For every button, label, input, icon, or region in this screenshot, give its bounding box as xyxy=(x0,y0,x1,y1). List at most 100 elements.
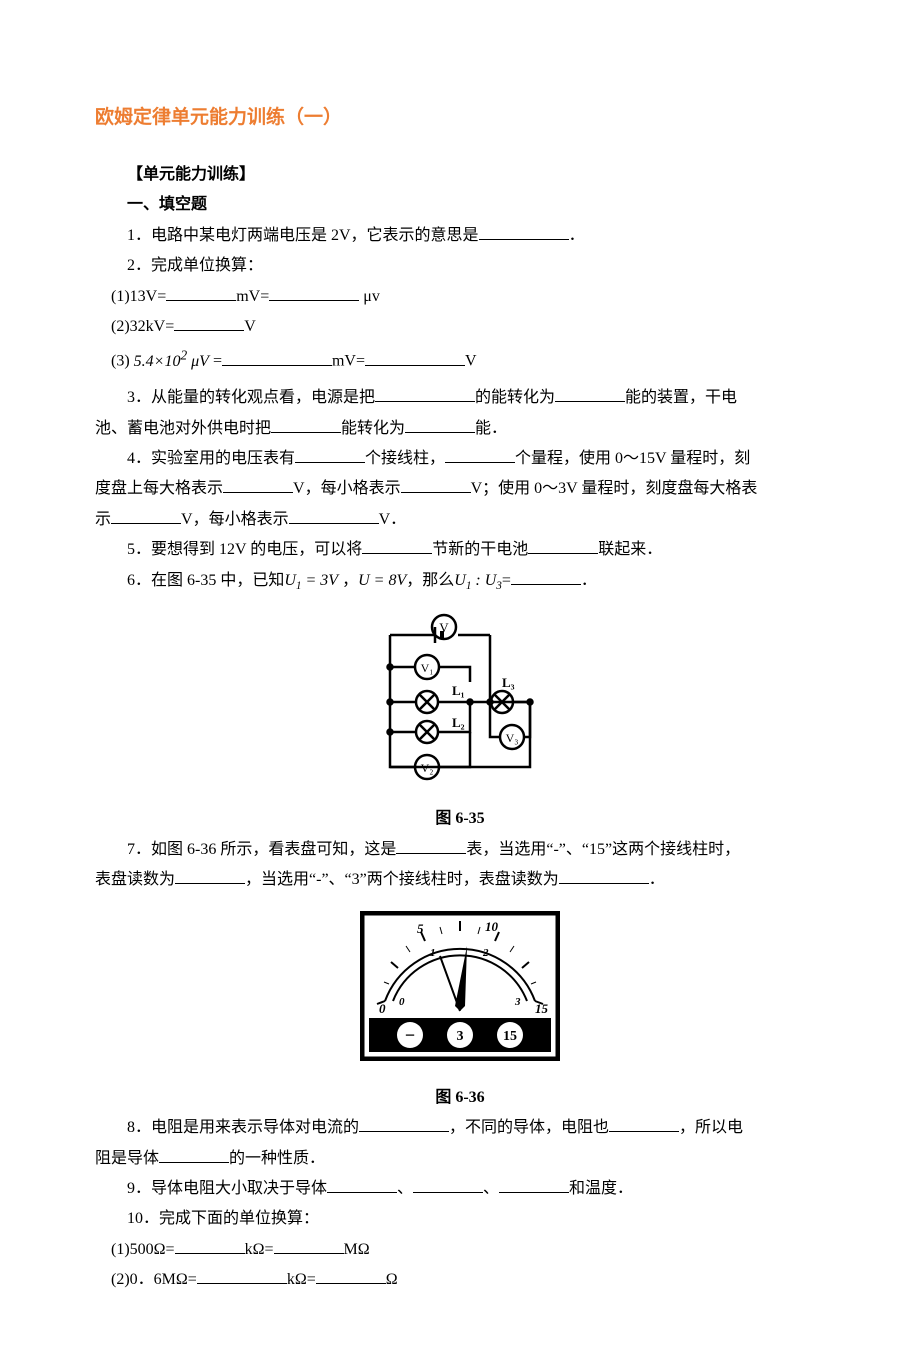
text: ，不同的导体，电阻也 xyxy=(449,1119,609,1136)
svg-text:L₂: L₂ xyxy=(452,715,465,730)
text: μv xyxy=(363,288,380,305)
question-8: 8．电阻是用来表示导体对电流的，不同的导体，电阻也，所以电 xyxy=(127,1113,825,1143)
text: 节新的干电池 xyxy=(432,541,528,558)
text: = 8V xyxy=(370,572,407,589)
blank xyxy=(269,282,359,301)
text: ． xyxy=(649,871,665,888)
text: 能． xyxy=(475,420,507,437)
text: 9．导体电阻大小取决于导体 xyxy=(127,1180,327,1197)
text: 池、蓄电池对外供电时把 xyxy=(95,420,271,437)
blank xyxy=(327,1175,397,1194)
text: kΩ= xyxy=(287,1271,316,1288)
text: (3) xyxy=(111,353,134,370)
text: U xyxy=(284,572,296,589)
text: 个量程，使用 0～15V 量程时，刻 xyxy=(515,450,750,467)
question-10: 10．完成下面的单位换算： xyxy=(127,1204,825,1234)
text: ． xyxy=(581,572,597,589)
text: Ω xyxy=(386,1271,398,1288)
blank xyxy=(166,282,236,301)
text: 5.4×10 xyxy=(134,353,181,370)
text: μV xyxy=(187,353,209,370)
text: 联起来． xyxy=(598,541,662,558)
text: 的一种性质． xyxy=(229,1150,325,1167)
question-4: 4．实验室用的电压表有个接线柱，个量程，使用 0～15V 量程时，刻 xyxy=(127,444,825,474)
q2-part2: (2)32kV=V xyxy=(111,312,825,342)
blank xyxy=(289,505,379,524)
svg-text:0: 0 xyxy=(379,1001,386,1016)
blank xyxy=(365,347,465,366)
blank xyxy=(559,866,649,885)
text: U xyxy=(454,572,466,589)
figure-6-36-caption: 图 6-36 xyxy=(95,1083,825,1113)
question-3: 3．从能量的转化观点看，电源是把的能转化为能的装置，干电 xyxy=(127,383,825,413)
svg-text:0: 0 xyxy=(399,996,405,1008)
text: 6．在图 6-35 中，已知 xyxy=(127,572,284,589)
svg-text:L₃: L₃ xyxy=(502,675,515,690)
text: 、 xyxy=(483,1180,499,1197)
text: 表，当选用“-”、“15”这两个接线柱时， xyxy=(466,841,740,858)
blank xyxy=(511,566,581,585)
blank xyxy=(445,444,515,463)
q10-part2: (2)0．6MΩ=kΩ=Ω xyxy=(111,1265,825,1295)
svg-text:15: 15 xyxy=(535,1001,549,1016)
blank xyxy=(197,1266,287,1285)
var-u1: U1 = 3V xyxy=(284,572,338,589)
text: V． xyxy=(379,511,407,528)
text: : xyxy=(471,572,484,589)
blank xyxy=(274,1235,344,1254)
var-ratio: U1 : U3 xyxy=(454,572,502,589)
blank xyxy=(159,1144,229,1163)
formula: 5.4×102 μV xyxy=(134,353,209,370)
blank xyxy=(271,414,341,433)
question-7-cont: 表盘读数为，当选用“-”、“3”两个接线柱时，表盘读数为． xyxy=(95,865,825,895)
sub-header: 一、填空题 xyxy=(127,190,825,220)
question-9: 9．导体电阻大小取决于导体 、 、 和温度． xyxy=(127,1174,825,1204)
doc-title: 欧姆定律单元能力训练（一） xyxy=(95,100,825,136)
svg-text:V₁: V₁ xyxy=(421,661,434,675)
text: 、 xyxy=(397,1180,413,1197)
text: kΩ= xyxy=(245,1241,274,1258)
text: V；使用 0～3V 量程时，刻度盘每大格表 xyxy=(471,480,758,497)
blank xyxy=(222,347,332,366)
figure-6-35-caption: 图 6-35 xyxy=(95,804,825,834)
blank xyxy=(479,221,569,240)
blank xyxy=(405,414,475,433)
svg-text:15: 15 xyxy=(503,1029,517,1044)
blank xyxy=(528,536,598,555)
q10-part1: (1)500Ω=kΩ=MΩ xyxy=(111,1235,825,1265)
blank xyxy=(362,536,432,555)
text: (1)13V= xyxy=(111,288,166,305)
question-7: 7．如图 6-36 所示，看表盘可知，这是表，当选用“-”、“15”这两个接线柱… xyxy=(127,835,825,865)
text: ，那么 xyxy=(406,572,454,589)
question-5: 5．要想得到 12V 的电压，可以将 节新的干电池 联起来． xyxy=(127,535,825,565)
text: 5．要想得到 12V 的电压，可以将 xyxy=(127,541,362,558)
blank xyxy=(499,1175,569,1194)
text: (1)500Ω= xyxy=(111,1241,175,1258)
text: ， xyxy=(338,572,358,589)
text: ，当选用“-”、“3”两个接线柱时，表盘读数为 xyxy=(245,871,559,888)
text: 能转化为 xyxy=(341,420,405,437)
text: 和温度． xyxy=(569,1180,633,1197)
blank xyxy=(174,312,244,331)
text: V xyxy=(465,353,477,370)
text: U xyxy=(358,572,370,589)
figure-6-35: V V₁ L₁ xyxy=(95,607,825,798)
q2-part3: (3) 5.4×102 μV =mV=V xyxy=(111,342,825,377)
text: mV= xyxy=(332,353,365,370)
question-3-cont: 池、蓄电池对外供电时把 能转化为 能． xyxy=(95,414,825,444)
blank xyxy=(413,1175,483,1194)
var-u: U = 8V xyxy=(358,572,406,589)
q2-part1: (1)13V= mV= μv xyxy=(111,282,825,312)
question-4-cont2: 示V，每小格表示V． xyxy=(95,505,825,535)
svg-text:L₁: L₁ xyxy=(452,683,465,698)
text: 4．实验室用的电压表有 xyxy=(127,450,295,467)
question-1: 1．电路中某电灯两端电压是 2V，它表示的意思是． xyxy=(127,221,825,251)
svg-text:5: 5 xyxy=(417,921,424,936)
text: = xyxy=(502,572,511,589)
blank xyxy=(175,866,245,885)
text: (2)32kV= xyxy=(111,318,174,335)
blank xyxy=(396,835,466,854)
blank xyxy=(555,384,625,403)
text: 示 xyxy=(95,511,111,528)
text: mV= xyxy=(236,288,269,305)
